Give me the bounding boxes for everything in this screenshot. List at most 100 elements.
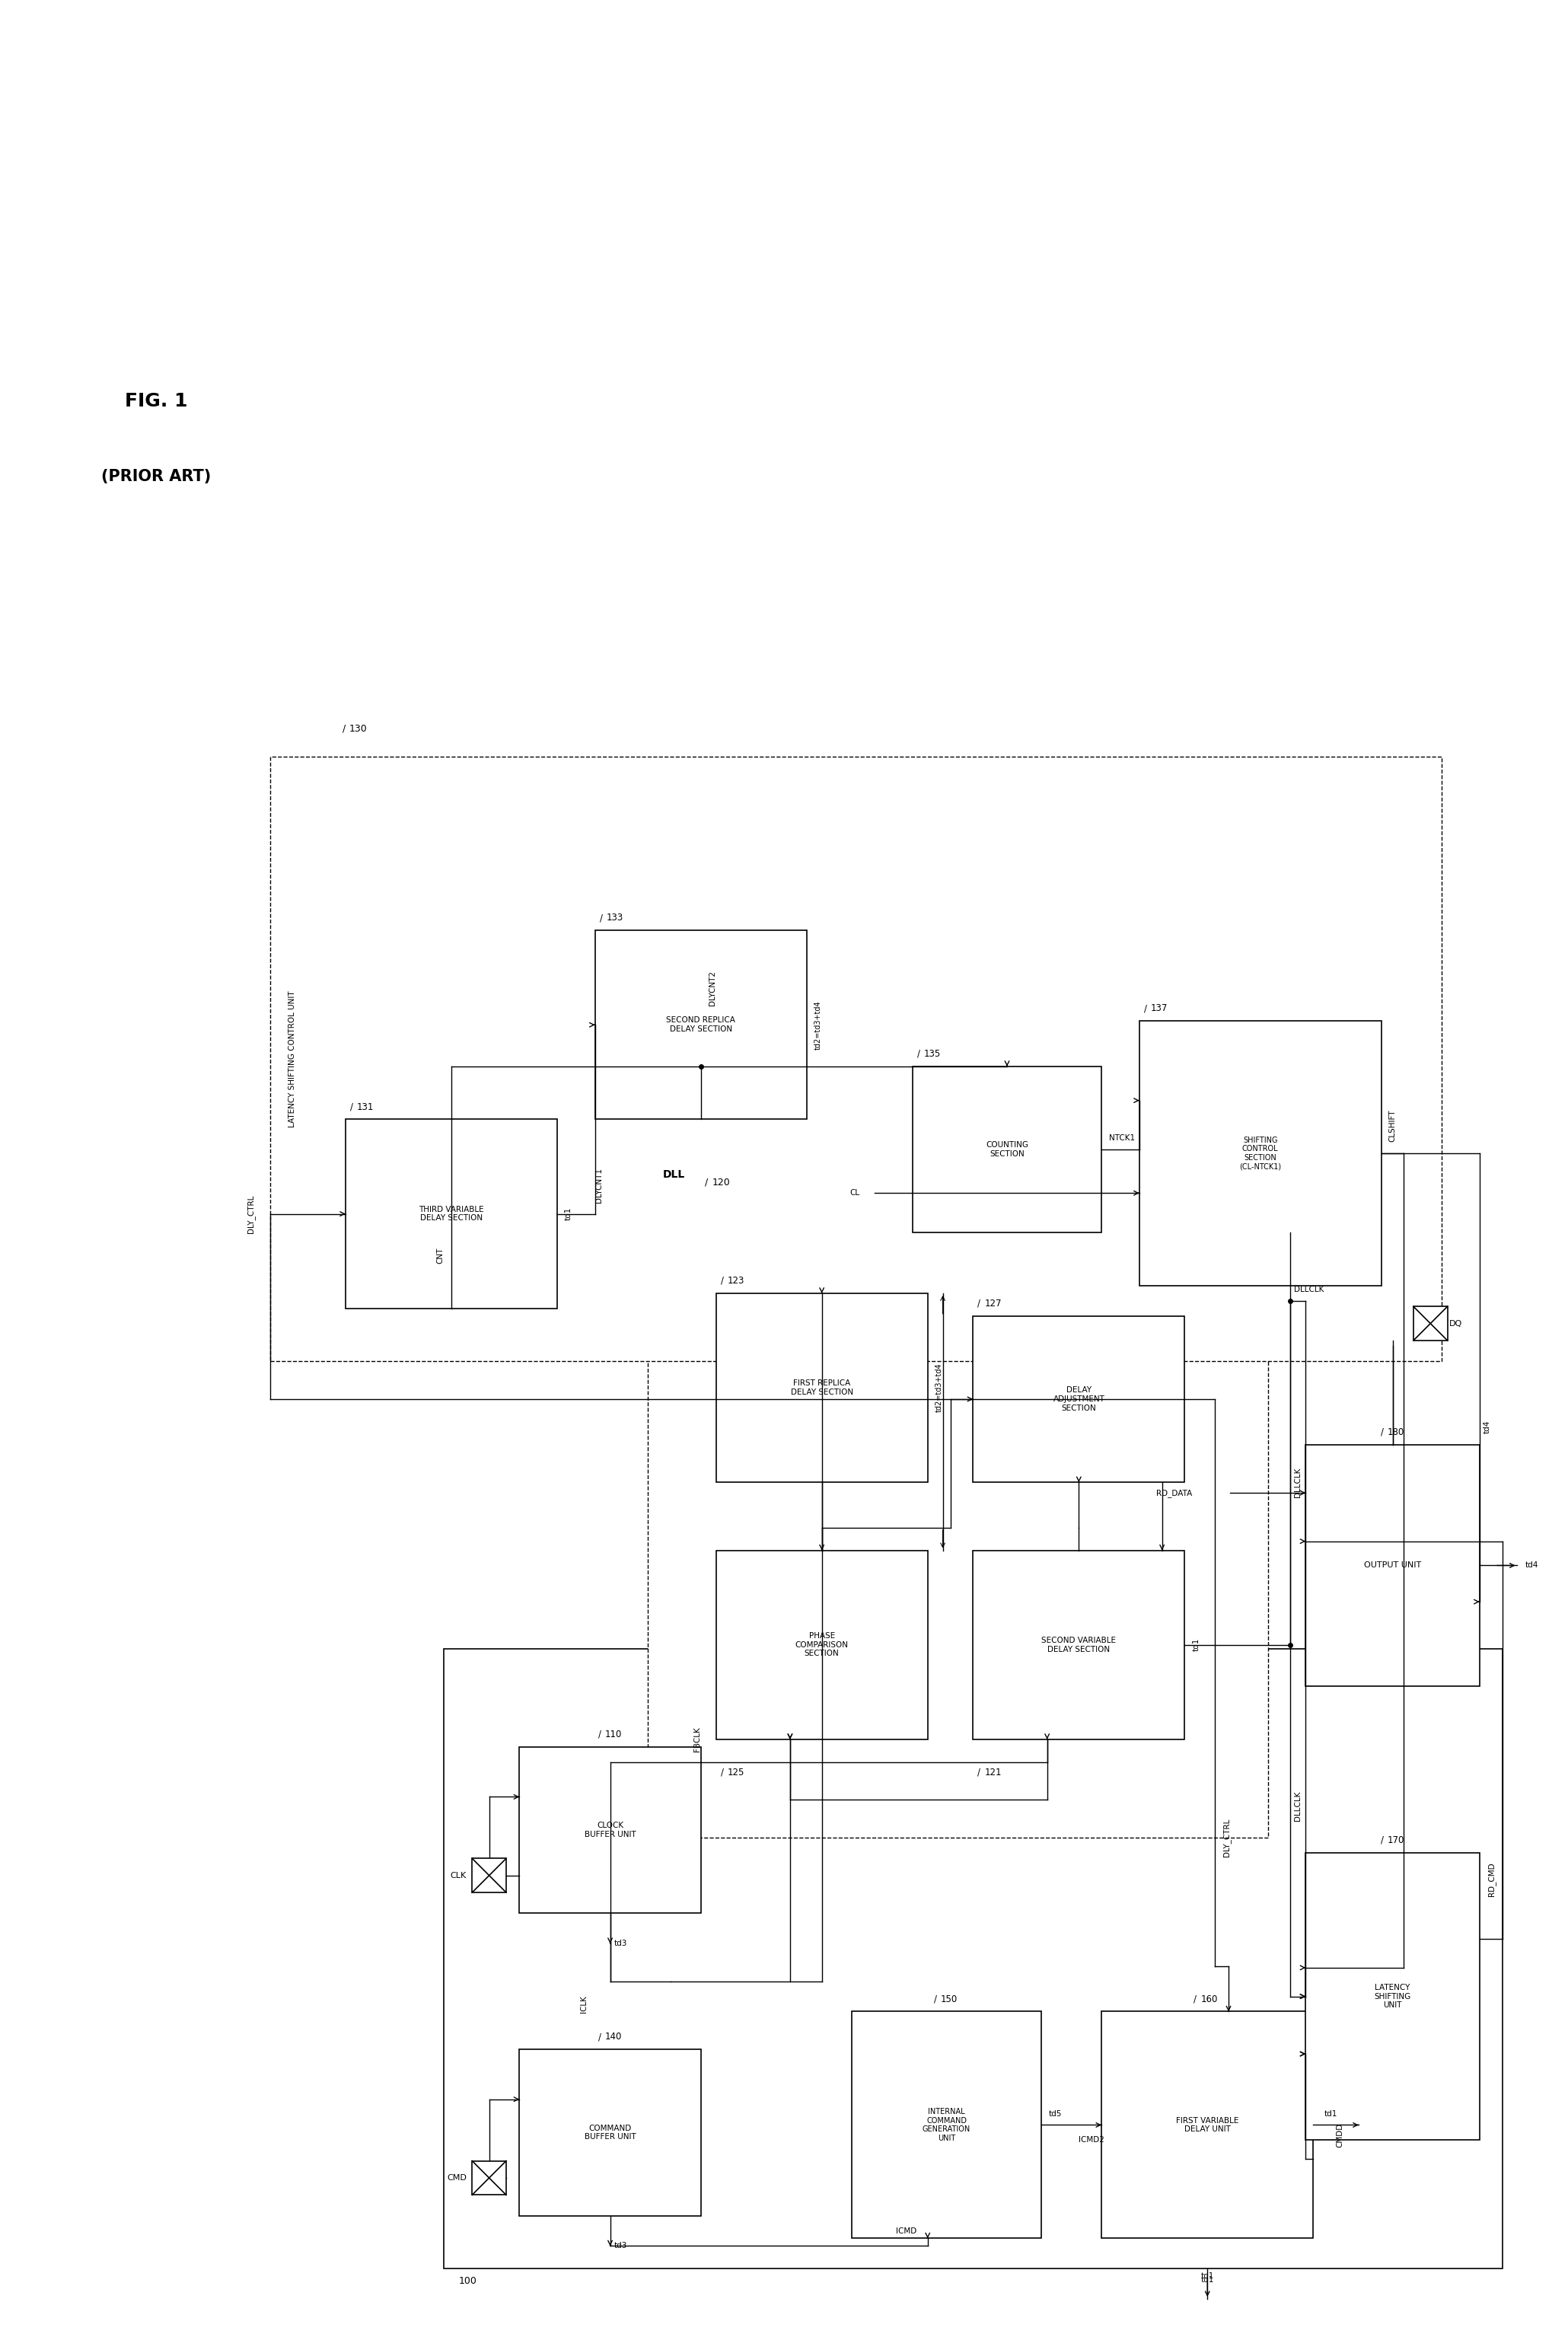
Bar: [648, 1194, 1269, 1837]
Text: CL: CL: [850, 1190, 859, 1197]
Bar: [1306, 1444, 1480, 1687]
Text: /: /: [597, 1729, 601, 1739]
Text: DLLCLK: DLLCLK: [1294, 1285, 1325, 1292]
Text: 135: 135: [924, 1049, 941, 1059]
Text: INTERNAL
COMMAND
GENERATION
UNIT: INTERNAL COMMAND GENERATION UNIT: [922, 2108, 971, 2143]
Text: LATENCY
SHIFTING
UNIT: LATENCY SHIFTING UNIT: [1374, 1984, 1411, 2010]
Text: /: /: [917, 1049, 920, 1059]
Text: DLYCNT1: DLYCNT1: [594, 1168, 602, 1204]
Bar: [444, 1648, 1502, 2269]
Text: DLYCNT2: DLYCNT2: [709, 970, 717, 1005]
Text: DLL: DLL: [663, 1168, 685, 1180]
Text: 100: 100: [459, 2276, 477, 2286]
Text: /: /: [1143, 1003, 1146, 1014]
Bar: [1140, 1021, 1381, 1285]
Bar: [345, 1119, 557, 1309]
Text: td1: td1: [1201, 2276, 1214, 2283]
Text: 127: 127: [985, 1299, 1002, 1309]
Bar: [913, 1066, 1102, 1234]
Text: DLLCLK: DLLCLK: [1294, 1468, 1301, 1498]
Text: DLY_CTRL: DLY_CTRL: [1223, 1818, 1231, 1858]
Text: 160: 160: [1201, 1993, 1218, 2005]
Text: 131: 131: [358, 1103, 373, 1112]
Text: SECOND VARIABLE
DELAY SECTION: SECOND VARIABLE DELAY SECTION: [1041, 1636, 1116, 1652]
Text: 120: 120: [712, 1178, 731, 1187]
Text: td3: td3: [615, 2241, 627, 2251]
Text: 180: 180: [1388, 1428, 1405, 1437]
Bar: [594, 930, 806, 1119]
Text: CMDD: CMDD: [1336, 2122, 1344, 2148]
Text: 125: 125: [728, 1767, 745, 1776]
Bar: [717, 1549, 928, 1739]
Text: ICLK: ICLK: [580, 1996, 588, 2012]
Text: 123: 123: [728, 1276, 745, 1285]
Text: FIRST REPLICA
DELAY SECTION: FIRST REPLICA DELAY SECTION: [790, 1379, 853, 1395]
Text: DLY_CTRL: DLY_CTRL: [246, 1194, 254, 1234]
Text: /: /: [1381, 1428, 1385, 1437]
Bar: [974, 1316, 1185, 1482]
Text: COMMAND
BUFFER UNIT: COMMAND BUFFER UNIT: [585, 2124, 637, 2141]
Bar: [1102, 2012, 1314, 2239]
Text: td1: td1: [1325, 2110, 1338, 2117]
Text: 121: 121: [985, 1767, 1002, 1776]
Bar: [974, 1549, 1185, 1739]
Bar: [1306, 1853, 1480, 2141]
Text: THIRD VARIABLE
DELAY SECTION: THIRD VARIABLE DELAY SECTION: [419, 1206, 485, 1222]
Bar: [519, 1748, 701, 1914]
Text: /: /: [597, 2031, 601, 2043]
Text: td1: td1: [1201, 2272, 1214, 2281]
Text: td3: td3: [615, 1940, 627, 1947]
Text: td1: td1: [564, 1208, 572, 1220]
Text: td5: td5: [1049, 2110, 1062, 2117]
Text: 140: 140: [605, 2031, 622, 2043]
Text: ICMD: ICMD: [895, 2227, 916, 2234]
Text: /: /: [977, 1299, 980, 1309]
Text: 110: 110: [605, 1729, 622, 1739]
Text: CLOCK
BUFFER UNIT: CLOCK BUFFER UNIT: [585, 1823, 637, 1839]
Bar: [519, 2050, 701, 2215]
Text: FIG. 1: FIG. 1: [125, 393, 188, 411]
Text: COUNTING
SECTION: COUNTING SECTION: [986, 1140, 1029, 1157]
Text: CNT: CNT: [436, 1248, 444, 1264]
Text: 170: 170: [1388, 1835, 1405, 1846]
Text: td1: td1: [1192, 1638, 1200, 1652]
Text: /: /: [706, 1178, 709, 1187]
Text: /: /: [1381, 1835, 1385, 1846]
Text: /: /: [1193, 1993, 1196, 2005]
Text: 133: 133: [607, 914, 622, 923]
Text: NTCK1: NTCK1: [1109, 1133, 1135, 1143]
Text: /: /: [720, 1276, 723, 1285]
Text: DLLCLK: DLLCLK: [1294, 1790, 1301, 1821]
Text: DELAY
ADJUSTMENT
SECTION: DELAY ADJUSTMENT SECTION: [1054, 1386, 1105, 1412]
Text: /: /: [342, 724, 345, 734]
Text: /: /: [599, 914, 602, 923]
Text: RD_CMD: RD_CMD: [1486, 1863, 1496, 1895]
Text: /: /: [720, 1767, 723, 1776]
Text: CLSHIFT: CLSHIFT: [1389, 1110, 1397, 1143]
Text: 137: 137: [1151, 1003, 1168, 1014]
Text: td2=td3+td4: td2=td3+td4: [935, 1362, 942, 1412]
Text: ICMD2: ICMD2: [1079, 2136, 1104, 2143]
Bar: [472, 2162, 506, 2194]
Text: LATENCY SHIFTING CONTROL UNIT: LATENCY SHIFTING CONTROL UNIT: [289, 991, 296, 1126]
Text: FBCLK: FBCLK: [693, 1727, 701, 1753]
Text: 150: 150: [941, 1993, 958, 2005]
Text: CMD: CMD: [447, 2173, 466, 2183]
Text: 130: 130: [350, 724, 367, 734]
Bar: [472, 1858, 506, 1893]
Text: SHIFTING
CONTROL
SECTION
(CL-NTCK1): SHIFTING CONTROL SECTION (CL-NTCK1): [1239, 1136, 1281, 1171]
Text: td2=td3+td4: td2=td3+td4: [814, 1000, 822, 1049]
Text: /: /: [977, 1767, 980, 1776]
Text: td4: td4: [1483, 1421, 1491, 1433]
Bar: [717, 1292, 928, 1482]
Text: SECOND REPLICA
DELAY SECTION: SECOND REPLICA DELAY SECTION: [666, 1017, 735, 1033]
Bar: [1413, 1306, 1447, 1341]
Bar: [270, 757, 1441, 1362]
Bar: [851, 2012, 1041, 2239]
Text: CLK: CLK: [450, 1872, 466, 1879]
Text: FIRST VARIABLE
DELAY UNIT: FIRST VARIABLE DELAY UNIT: [1176, 2117, 1239, 2134]
Text: td4: td4: [1526, 1561, 1538, 1568]
Text: OUTPUT UNIT: OUTPUT UNIT: [1364, 1561, 1421, 1568]
Text: PHASE
COMPARISON
SECTION: PHASE COMPARISON SECTION: [795, 1631, 848, 1657]
Text: (PRIOR ART): (PRIOR ART): [102, 470, 212, 484]
